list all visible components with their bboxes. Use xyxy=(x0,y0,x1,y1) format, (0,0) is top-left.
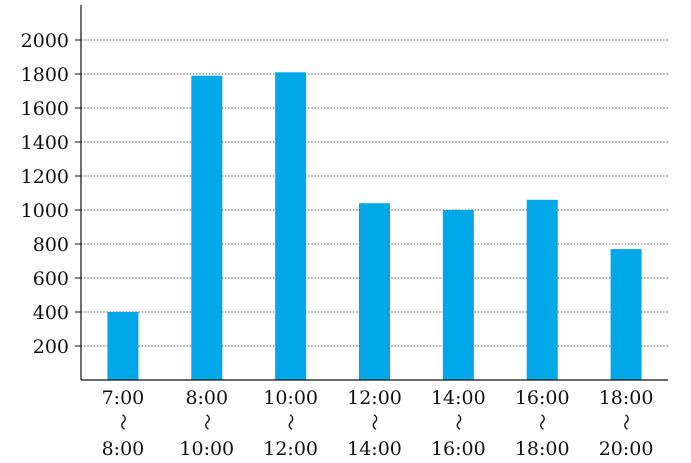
bar-5 xyxy=(526,199,558,380)
bar-0 xyxy=(107,312,139,380)
x-category-separator: 〜 xyxy=(447,414,467,431)
y-tick-label: 1000 xyxy=(21,200,69,222)
x-category-start: 14:00 xyxy=(431,387,486,409)
x-category-end: 12:00 xyxy=(263,438,318,460)
y-tick-label: 800 xyxy=(33,234,69,256)
x-category-separator: 〜 xyxy=(280,414,300,431)
x-category-separator: 〜 xyxy=(364,414,384,431)
x-category-start: 18:00 xyxy=(599,387,654,409)
x-category-end: 10:00 xyxy=(179,438,234,460)
bar-2 xyxy=(275,72,307,381)
y-tick-label: 1200 xyxy=(21,166,69,188)
x-category-start: 10:00 xyxy=(263,387,318,409)
y-tick-labels: 200 400 600 800 1000 1200 1400 1600 1800 2000 xyxy=(21,30,69,358)
x-category-end: 18:00 xyxy=(515,438,570,460)
x-category-separator: 〜 xyxy=(531,414,551,431)
x-category-separator: 〜 xyxy=(196,414,216,431)
y-tick-label: 600 xyxy=(33,268,69,290)
y-tick-label: 200 xyxy=(33,336,69,358)
bar-4 xyxy=(442,210,474,380)
x-category-labels: 7:00 〜 8:00 8:00 〜 10:00 10:00 〜 12:00 12:00 〜 14:0… xyxy=(102,387,654,460)
bar-6 xyxy=(610,249,642,380)
y-tick-label: 1600 xyxy=(21,98,69,120)
x-category-separator: 〜 xyxy=(615,414,635,431)
x-category-start: 12:00 xyxy=(347,387,402,409)
axes xyxy=(75,5,668,381)
bar-1 xyxy=(191,75,223,380)
x-category-start: 8:00 xyxy=(185,387,228,409)
bars xyxy=(107,72,642,381)
y-tick-label: 2000 xyxy=(21,30,69,52)
y-tick-label: 1800 xyxy=(21,64,69,86)
x-category-end: 14:00 xyxy=(347,438,402,460)
x-category-end: 16:00 xyxy=(431,438,486,460)
bar-3 xyxy=(359,203,390,380)
x-category-end: 8:00 xyxy=(102,438,145,460)
y-tick-label: 1400 xyxy=(21,132,69,154)
x-category-start: 16:00 xyxy=(515,387,570,409)
x-category-separator: 〜 xyxy=(112,414,132,431)
y-tick-label: 400 xyxy=(33,302,69,324)
x-category-end: 20:00 xyxy=(599,438,654,460)
x-category-start: 7:00 xyxy=(102,387,145,409)
